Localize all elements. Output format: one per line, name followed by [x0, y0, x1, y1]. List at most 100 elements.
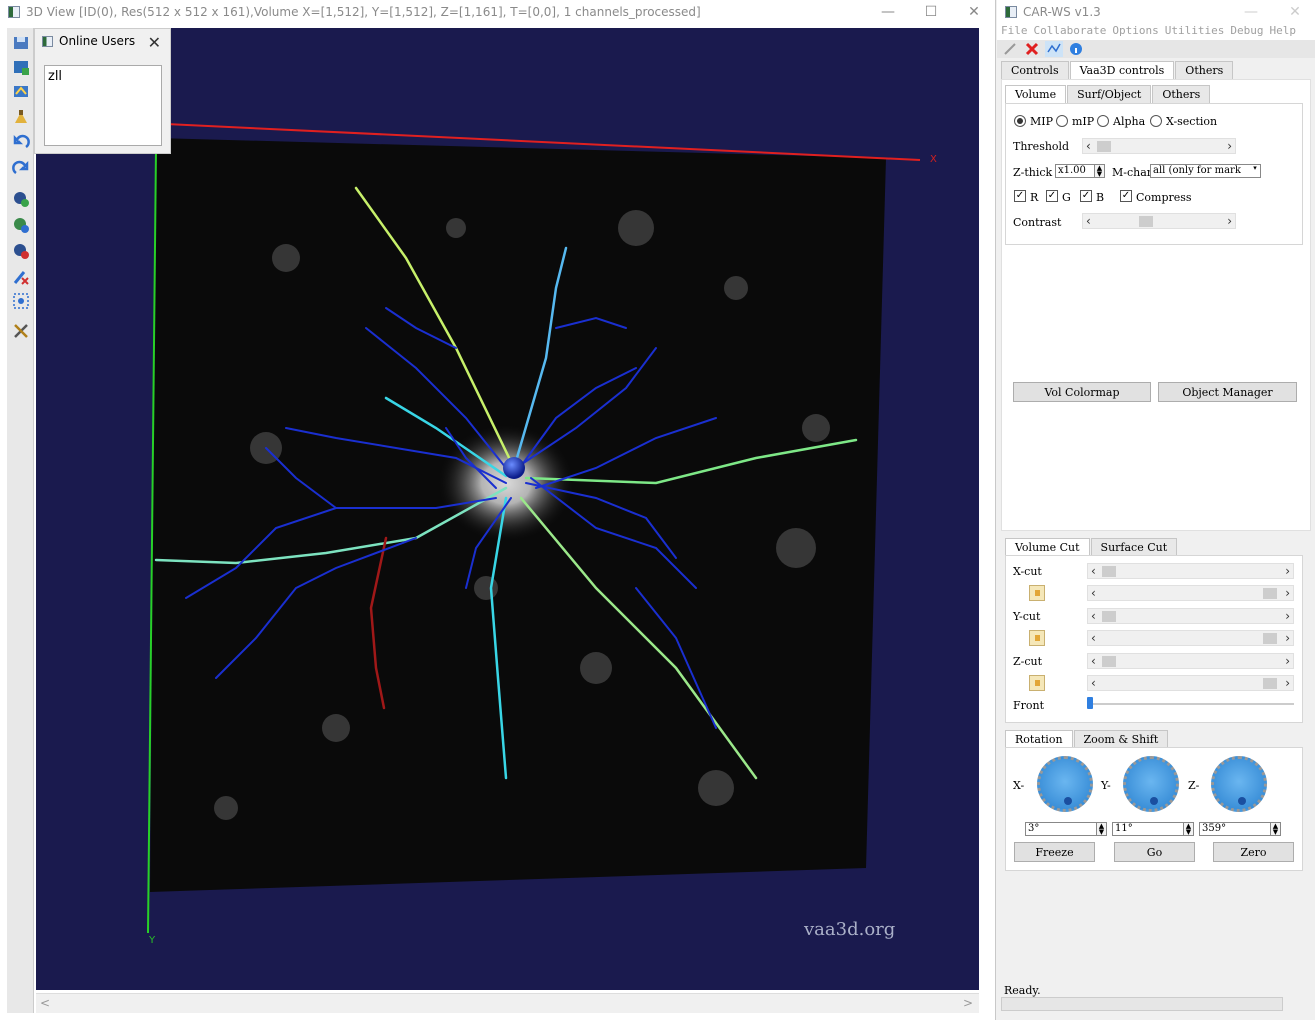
- front-slider[interactable]: [1087, 697, 1294, 709]
- 3d-view-title: 3D View [ID(0), Res(512 x 512 x 161),Vol…: [26, 5, 701, 19]
- mip-radio[interactable]: [1014, 115, 1026, 127]
- car-ws-title: CAR-WS v1.3: [1023, 5, 1101, 19]
- threshold-label: Threshold: [1013, 140, 1070, 153]
- tab-others-sub[interactable]: Others: [1152, 85, 1211, 103]
- remove-icon[interactable]: [10, 240, 31, 261]
- car-ws-toolbar: [997, 40, 1315, 58]
- scroll-left-arrow[interactable]: <: [40, 996, 51, 1010]
- xcut-min-slider[interactable]: ‹ ›: [1087, 563, 1294, 579]
- mchan-label: M-chan: [1112, 166, 1154, 179]
- ycut-lock-icon[interactable]: [1029, 630, 1045, 646]
- x-section-radio[interactable]: [1150, 115, 1162, 127]
- side-toolbar: [7, 28, 34, 1013]
- vol-colormap-button[interactable]: Vol Colormap: [1013, 382, 1151, 402]
- rot-z-dial[interactable]: [1211, 756, 1267, 812]
- g-checkbox[interactable]: ✓: [1046, 190, 1058, 202]
- neuron-render: X Y vaa3d.org: [147, 123, 937, 946]
- ycut-max-slider[interactable]: ‹ ›: [1087, 630, 1294, 646]
- x-section-label: X-section: [1166, 115, 1218, 128]
- zcut-label: Z-cut: [1013, 655, 1043, 668]
- contrast-slider[interactable]: ‹ ›: [1082, 213, 1236, 229]
- 3d-viewport[interactable]: X Y vaa3d.org: [36, 28, 979, 990]
- contrast-label: Contrast: [1013, 216, 1062, 229]
- tab-volume-cut[interactable]: Volume Cut: [1005, 538, 1090, 556]
- rot-x-spinbox[interactable]: 3° ▲ ▼: [1025, 822, 1107, 836]
- zero-button[interactable]: Zero: [1213, 842, 1294, 862]
- minimize-button[interactable]: —: [1244, 4, 1258, 20]
- zcut-min-slider[interactable]: ‹ ›: [1087, 653, 1294, 669]
- chart-icon[interactable]: [1045, 41, 1063, 57]
- rot-z-spinbox[interactable]: 359° ▲ ▼: [1199, 822, 1281, 836]
- list-item[interactable]: zll: [48, 69, 63, 84]
- minimize-button[interactable]: —: [881, 4, 895, 20]
- info-icon[interactable]: [1067, 41, 1085, 57]
- threshold-slider[interactable]: ‹ ›: [1082, 138, 1236, 154]
- xcut-max-slider[interactable]: ‹ ›: [1087, 585, 1294, 601]
- close-button[interactable]: ✕: [968, 4, 980, 20]
- online-users-list[interactable]: zll: [44, 65, 162, 146]
- save-icon[interactable]: [10, 32, 31, 53]
- maximize-button[interactable]: ☐: [924, 4, 938, 20]
- rot-x-label: X-: [1013, 779, 1025, 792]
- b-label: B: [1096, 191, 1105, 204]
- close-red-icon[interactable]: [1023, 41, 1041, 57]
- tab-others[interactable]: Others: [1175, 61, 1234, 79]
- alpha-radio[interactable]: [1097, 115, 1109, 127]
- scroll-right-arrow[interactable]: >: [962, 996, 973, 1010]
- redo-icon[interactable]: [10, 158, 31, 179]
- tab-controls[interactable]: Controls: [1001, 61, 1069, 79]
- menu-help[interactable]: Help: [1269, 24, 1296, 37]
- xcut-lock-icon[interactable]: [1029, 585, 1045, 601]
- go-button[interactable]: Go: [1114, 842, 1195, 862]
- zthick-label: Z-thick: [1013, 166, 1053, 179]
- axis-x-label: X: [930, 154, 937, 165]
- dialog-icon: [42, 35, 53, 47]
- select-icon[interactable]: [10, 290, 31, 311]
- menu-options[interactable]: Options: [1112, 24, 1159, 37]
- menu-debug[interactable]: Debug: [1230, 24, 1264, 37]
- mchan-select[interactable]: all (only for mark ▾: [1150, 164, 1261, 178]
- tab-surface-cut[interactable]: Surface Cut: [1090, 538, 1178, 556]
- min-ip-radio[interactable]: [1056, 115, 1068, 127]
- rot-x-dial[interactable]: [1037, 756, 1093, 812]
- car-ws-titlebar: CAR-WS v1.3: [997, 0, 1315, 24]
- app-icon: [1005, 6, 1017, 18]
- menu-collaborate[interactable]: Collaborate: [1033, 24, 1107, 37]
- 3d-view-window: 3D View [ID(0), Res(512 x 512 x 161),Vol…: [0, 0, 996, 1020]
- ycut-min-slider[interactable]: ‹ ›: [1087, 608, 1294, 624]
- add-user-icon[interactable]: [10, 214, 31, 235]
- tab-volume[interactable]: Volume: [1005, 85, 1067, 103]
- zcut-max-slider[interactable]: ‹ ›: [1087, 675, 1294, 691]
- import-icon[interactable]: [10, 80, 31, 101]
- pen-delete-icon[interactable]: [10, 266, 31, 287]
- object-manager-button[interactable]: Object Manager: [1158, 382, 1297, 402]
- r-checkbox[interactable]: ✓: [1014, 190, 1026, 202]
- horizontal-scrollbar[interactable]: < >: [36, 993, 979, 1013]
- app-icon: [8, 6, 20, 18]
- rot-y-dial[interactable]: [1123, 756, 1179, 812]
- save-as-icon[interactable]: [10, 56, 31, 77]
- b-checkbox[interactable]: ✓: [1080, 190, 1092, 202]
- zthick-spinbox[interactable]: x1.00 ▲ ▼: [1055, 164, 1105, 178]
- online-users-close-button[interactable]: ✕: [147, 33, 161, 52]
- cut-tabs: Volume Cut Surface Cut: [1005, 538, 1178, 556]
- freeze-button[interactable]: Freeze: [1014, 842, 1095, 862]
- tab-zoom-shift[interactable]: Zoom & Shift: [1073, 730, 1169, 748]
- tab-surf-object[interactable]: Surf/Object: [1067, 85, 1152, 103]
- menu-bar: File Collaborate Options Utilities Debug…: [997, 24, 1315, 40]
- zoom-in-icon[interactable]: [10, 188, 31, 209]
- tab-vaa3d-controls[interactable]: Vaa3D controls: [1069, 61, 1175, 79]
- zcut-lock-icon[interactable]: [1029, 675, 1045, 691]
- connect-icon[interactable]: [1001, 41, 1019, 57]
- online-users-header: Online Users: [35, 29, 170, 53]
- tab-rotation[interactable]: Rotation: [1005, 730, 1073, 748]
- rot-y-spinbox[interactable]: 11° ▲ ▼: [1112, 822, 1194, 836]
- clean-icon[interactable]: [10, 106, 31, 127]
- tools-icon[interactable]: [10, 320, 31, 341]
- r-label: R: [1030, 191, 1039, 204]
- menu-file[interactable]: File: [1001, 24, 1028, 37]
- compress-checkbox[interactable]: ✓: [1120, 190, 1132, 202]
- menu-utilities[interactable]: Utilities: [1164, 24, 1225, 37]
- close-button[interactable]: ✕: [1289, 4, 1301, 20]
- undo-icon[interactable]: [10, 132, 31, 153]
